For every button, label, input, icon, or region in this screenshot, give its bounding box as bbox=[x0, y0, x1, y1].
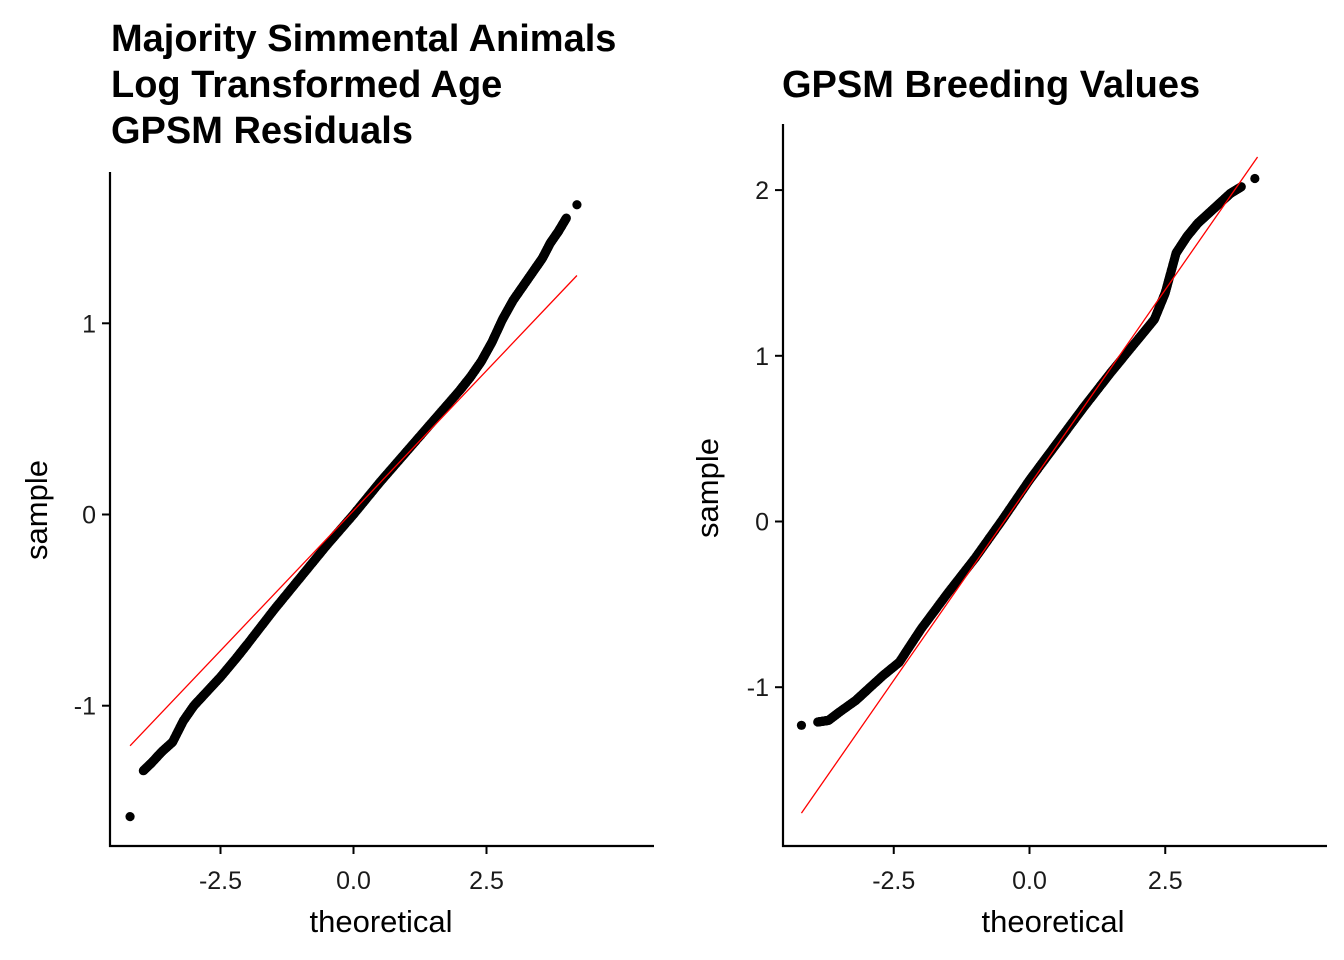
y-tick-label: -1 bbox=[747, 674, 769, 702]
data-point bbox=[1250, 173, 1260, 184]
y-tick-label: 1 bbox=[82, 310, 96, 338]
panel-breeding-values: GPSM Breeding Values -2.5 0.0 2.5 -1 0 1 2 the… bbox=[690, 64, 1327, 939]
y-tick-label: 0 bbox=[82, 502, 96, 530]
data-point bbox=[796, 720, 807, 730]
reference-line bbox=[129, 275, 578, 747]
data-point bbox=[125, 811, 135, 822]
panel2-title: GPSM Breeding Values bbox=[782, 64, 1200, 106]
panel1-title-line2: Log Transformed Age bbox=[111, 64, 502, 106]
data-point bbox=[572, 200, 582, 210]
panel-residuals: Majority Simmental Animals Log Transform… bbox=[19, 18, 654, 939]
y-tick-label: -1 bbox=[74, 693, 96, 721]
y-tick-label: 2 bbox=[755, 177, 769, 205]
data-point bbox=[1236, 182, 1246, 192]
x-tick-label: 2.5 bbox=[1148, 867, 1183, 895]
x-tick-label: -2.5 bbox=[872, 867, 915, 895]
panel1-y-label: sample bbox=[19, 460, 54, 560]
x-tick-label: 0.0 bbox=[336, 867, 371, 895]
x-tick-label: -2.5 bbox=[199, 867, 242, 895]
x-tick-label: 2.5 bbox=[469, 867, 504, 895]
y-tick-label: 1 bbox=[755, 343, 769, 371]
panel1-title-line3: GPSM Residuals bbox=[111, 110, 413, 152]
reference-line bbox=[800, 156, 1259, 814]
panel1-title-line1: Majority Simmental Animals bbox=[111, 18, 616, 60]
panel2-x-label: theoretical bbox=[981, 904, 1124, 939]
panel1-x-label: theoretical bbox=[309, 904, 452, 939]
x-tick-label: 0.0 bbox=[1012, 867, 1047, 895]
y-tick-label: 0 bbox=[755, 509, 769, 537]
data-point bbox=[561, 214, 571, 224]
panel2-y-label: sample bbox=[690, 438, 725, 538]
